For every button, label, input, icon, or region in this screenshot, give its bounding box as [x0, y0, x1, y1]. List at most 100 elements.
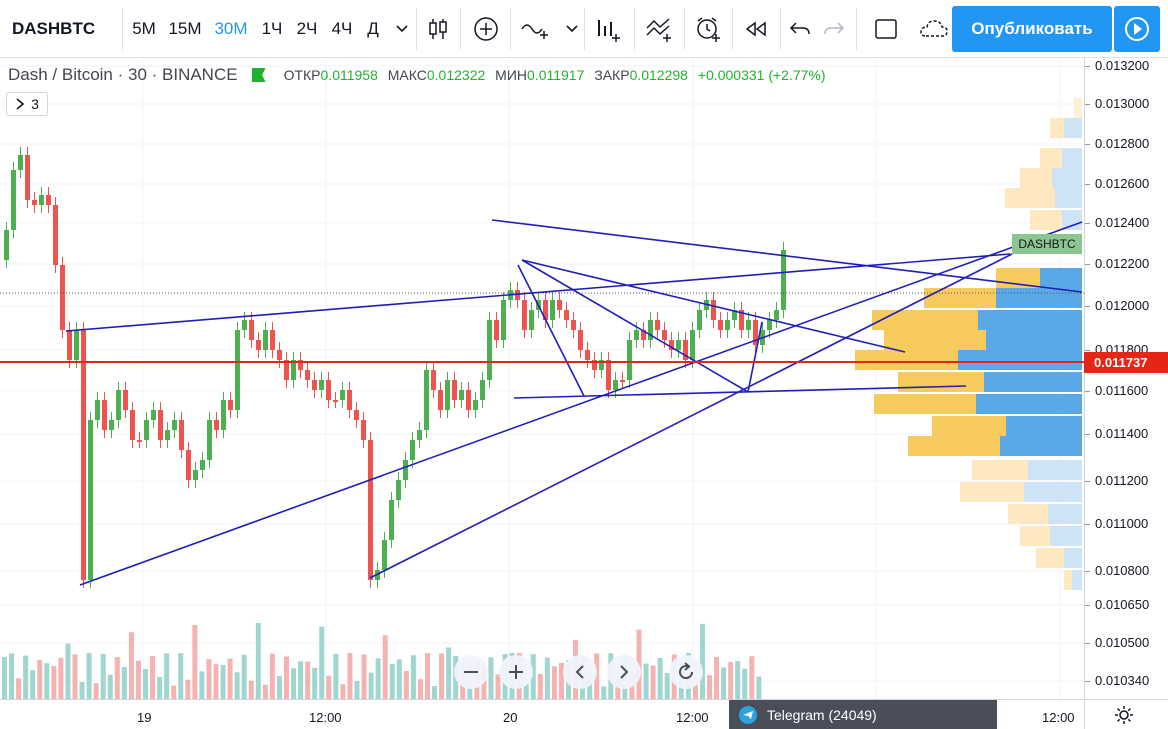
volume-profile-bar — [1064, 118, 1082, 138]
divider — [122, 8, 123, 50]
volume-bar — [65, 643, 71, 699]
interval-4h[interactable]: 4Ч — [331, 19, 353, 38]
volume-profile-bar — [986, 330, 1082, 350]
undo-icon[interactable] — [784, 0, 816, 58]
candle-body — [25, 155, 30, 200]
price-axis[interactable]: 0.013200 0.013000 0.012800 0.012600 0.012400… — [1084, 58, 1168, 698]
interval-30m[interactable]: 30M — [214, 19, 248, 38]
save-cloud-icon[interactable] — [912, 0, 956, 58]
candle-body — [690, 330, 695, 360]
candle-body — [739, 310, 744, 330]
redo-icon[interactable] — [818, 0, 850, 58]
candle-body — [718, 320, 723, 330]
reset-chart-button[interactable] — [669, 655, 703, 689]
collapse-indicators-button[interactable]: 3 — [6, 92, 48, 116]
volume-bar — [530, 654, 536, 699]
series-symbol-label: DASHBTC — [1012, 234, 1082, 254]
candle-body — [270, 330, 275, 350]
candle-body — [746, 320, 751, 330]
candles-chart-type-icon[interactable] — [420, 0, 456, 58]
price-tick-label: 0.010800 — [1084, 563, 1150, 578]
volume-profile-bar — [996, 268, 1040, 288]
zoom-out-button[interactable] — [454, 655, 488, 689]
price-tick-label: 0.012200 — [1084, 256, 1150, 271]
compare-icon[interactable] — [516, 0, 556, 58]
candle-body — [669, 340, 674, 350]
alert-clock-icon[interactable] — [688, 0, 728, 58]
candle-body — [571, 320, 576, 330]
replay-icon[interactable] — [736, 0, 776, 58]
interval-15m[interactable]: 15M — [168, 19, 202, 38]
candle-body — [627, 340, 632, 380]
volume-bar — [749, 656, 755, 699]
flag-icon[interactable] — [251, 68, 266, 82]
interval-2h[interactable]: 2Ч — [296, 19, 318, 38]
price-tick-label: 0.011600 — [1084, 383, 1149, 398]
candle-body — [340, 390, 345, 400]
trend-line — [513, 385, 967, 399]
candle-body — [256, 340, 261, 350]
interval-dropdown-chevron-icon[interactable] — [390, 0, 414, 58]
fullscreen-icon[interactable] — [866, 0, 906, 58]
volume-bar — [79, 681, 85, 699]
candle-body — [725, 320, 730, 330]
low-label: МИН — [495, 67, 528, 83]
interval-day[interactable]: Д — [367, 19, 379, 38]
volume-bar — [417, 679, 423, 699]
volume-bar — [227, 658, 233, 699]
volume-bar — [305, 661, 311, 699]
chart-pane[interactable] — [0, 58, 1168, 729]
interval-5m[interactable]: 5M — [132, 19, 156, 38]
indicators-icon[interactable] — [590, 0, 630, 58]
scroll-left-button[interactable] — [563, 655, 597, 689]
divider — [460, 8, 461, 50]
volume-profile-bar — [1020, 168, 1052, 188]
volume-profile-bar — [976, 394, 1082, 414]
candle-body — [459, 390, 464, 400]
trend-line — [79, 221, 1083, 586]
add-indicator-icon[interactable] — [466, 0, 506, 58]
volume-bar — [375, 658, 381, 699]
candle-body — [109, 420, 114, 430]
time-label: 12:00 — [676, 710, 709, 725]
candle-body — [550, 300, 555, 320]
chart-settings-button[interactable] — [1084, 699, 1168, 729]
candle-body — [578, 330, 583, 350]
templates-icon[interactable] — [640, 0, 680, 58]
candle-body — [557, 300, 562, 310]
interval-1h[interactable]: 1Ч — [261, 19, 283, 38]
candle-body — [599, 360, 604, 370]
price-chart[interactable] — [0, 58, 1168, 729]
divider — [510, 8, 511, 50]
volume-profile-bar — [1036, 548, 1064, 568]
volume-bar — [368, 672, 374, 699]
volume-bar — [51, 665, 57, 699]
symbol-search[interactable]: DASHBTC — [12, 19, 96, 38]
volume-bar — [664, 673, 670, 699]
low-value: 0.011917 — [527, 67, 585, 83]
volume-bar — [601, 686, 607, 699]
volume-bar — [206, 659, 212, 699]
volume-profile-bar — [884, 330, 986, 350]
volume-bar — [192, 625, 198, 699]
zoom-in-button[interactable] — [499, 655, 533, 689]
candle-body — [298, 360, 303, 370]
candle-body — [529, 310, 534, 330]
play-icon[interactable] — [1114, 6, 1160, 52]
publish-button[interactable]: Опубликовать — [952, 6, 1112, 52]
candle-body — [655, 320, 660, 330]
volume-bar — [678, 681, 684, 699]
volume-bar — [93, 683, 99, 699]
volume-bar — [403, 671, 409, 699]
candle-body — [32, 200, 37, 205]
volume-bar — [276, 676, 282, 699]
compare-dropdown-chevron-icon[interactable] — [560, 0, 584, 58]
volume-profile-bar — [932, 416, 1006, 436]
scroll-right-button[interactable] — [607, 655, 641, 689]
volume-bar — [439, 653, 445, 699]
price-tick-label: 0.013000 — [1084, 96, 1150, 111]
candle-body — [592, 360, 597, 370]
telegram-bar[interactable]: Telegram (24049) — [729, 700, 997, 729]
volume-bar — [333, 653, 339, 699]
candle-body — [67, 330, 72, 360]
